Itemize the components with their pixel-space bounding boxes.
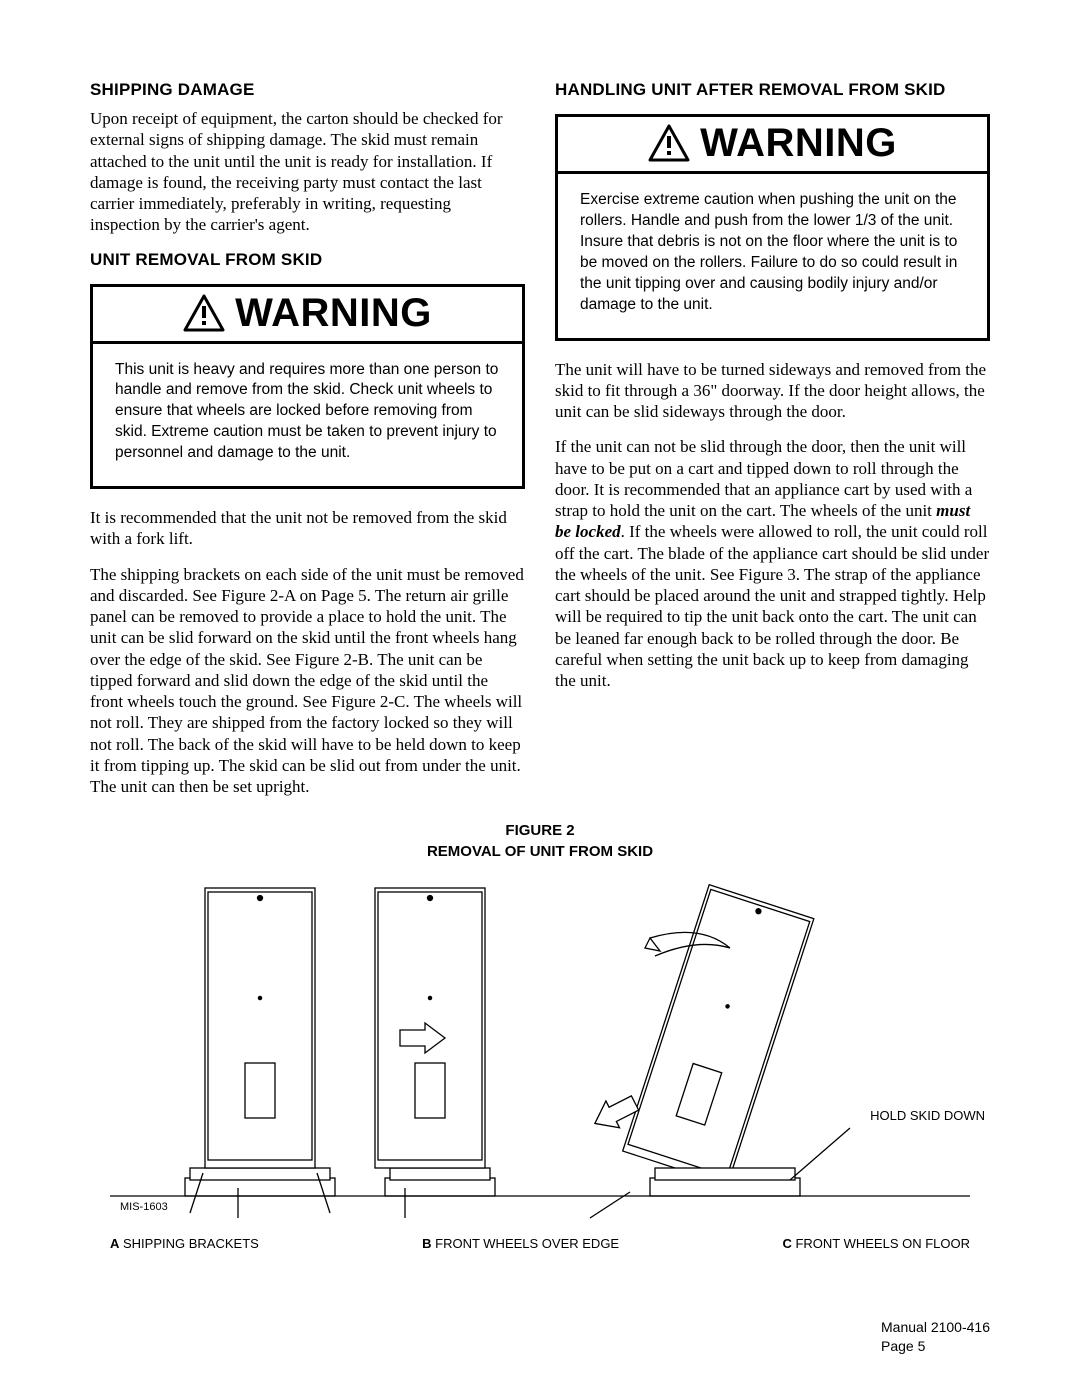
unit-b: [375, 888, 495, 1218]
figure-hold-label: HOLD SKID DOWN: [870, 1108, 985, 1123]
para-cart-a: If the unit can not be slid through the …: [555, 437, 972, 520]
warning-icon: [183, 294, 225, 332]
warning-body-right: Exercise extreme caution when pushing th…: [558, 174, 987, 338]
label-a: A SHIPPING BRACKETS: [110, 1236, 259, 1251]
figure-2-svg: [90, 868, 990, 1228]
figure-caption-l1: FIGURE 2: [505, 822, 574, 839]
warning-icon: [648, 124, 690, 162]
warning-box-left: WARNING This unit is heavy and requires …: [90, 284, 525, 490]
label-b: B FRONT WHEELS OVER EDGE: [422, 1236, 619, 1251]
figure-bottom-labels: A SHIPPING BRACKETS B FRONT WHEELS OVER …: [90, 1236, 990, 1251]
para-shipping-damage: Upon receipt of equipment, the carton sh…: [90, 108, 525, 236]
warning-title-text-right: WARNING: [700, 123, 897, 163]
figure-caption: FIGURE 2 REMOVAL OF UNIT FROM SKID: [90, 821, 990, 862]
heading-unit-removal: UNIT REMOVAL FROM SKID: [90, 250, 525, 270]
para-cart: If the unit can not be slid through the …: [555, 436, 990, 691]
warning-title-text-left: WARNING: [235, 293, 432, 333]
warning-box-right: WARNING Exercise extreme caution when pu…: [555, 114, 990, 341]
unit-a: [185, 888, 335, 1218]
page-footer: Manual 2100-416 Page 5: [881, 1318, 990, 1357]
heading-handling-after: HANDLING UNIT AFTER REMOVAL FROM SKID: [555, 80, 990, 100]
figure-mis-label: MIS-1603: [120, 1201, 168, 1213]
heading-shipping-damage: SHIPPING DAMAGE: [90, 80, 525, 100]
figure-2: MIS-1603 HOLD SKID DOWN A SHIPPING BRACK…: [90, 868, 990, 1268]
para-removal-steps: The shipping brackets on each side of th…: [90, 564, 525, 798]
warning-body-left: This unit is heavy and requires more tha…: [93, 344, 522, 487]
para-forklift: It is recommended that the unit not be r…: [90, 507, 525, 550]
figure-caption-l2: REMOVAL OF UNIT FROM SKID: [427, 843, 653, 860]
two-column-layout: SHIPPING DAMAGE Upon receipt of equipmen…: [90, 80, 990, 811]
unit-c: [623, 885, 814, 1185]
warning-title-left: WARNING: [93, 287, 522, 344]
left-column: SHIPPING DAMAGE Upon receipt of equipmen…: [90, 80, 525, 811]
para-sideways: The unit will have to be turned sideways…: [555, 359, 990, 423]
right-column: HANDLING UNIT AFTER REMOVAL FROM SKID WA…: [555, 80, 990, 811]
label-c: C FRONT WHEELS ON FLOOR: [782, 1236, 970, 1251]
warning-title-right: WARNING: [558, 117, 987, 174]
footer-page: Page 5: [881, 1337, 990, 1357]
para-cart-c: . If the wheels were allowed to roll, th…: [555, 522, 989, 690]
footer-manual: Manual 2100-416: [881, 1318, 990, 1338]
